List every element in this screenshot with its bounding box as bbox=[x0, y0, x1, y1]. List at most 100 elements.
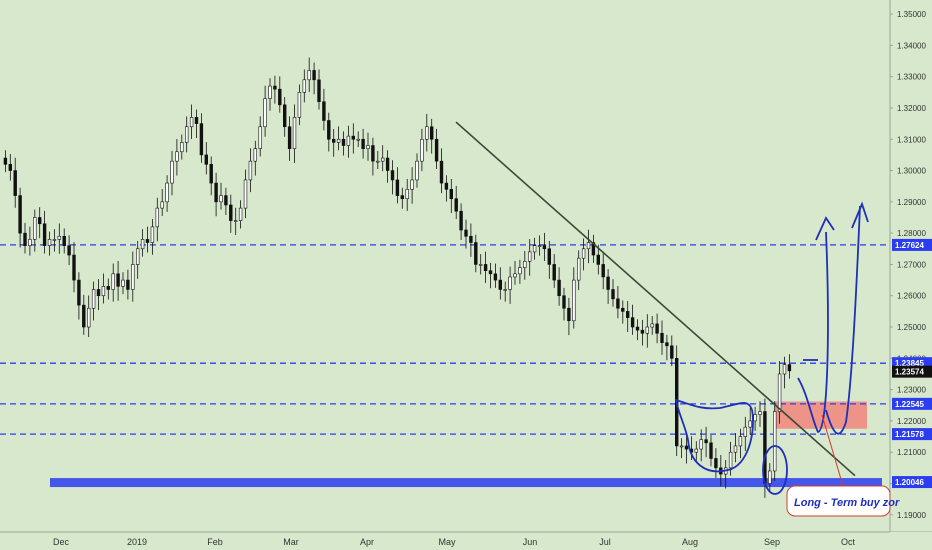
candle-body-131 bbox=[645, 326, 650, 334]
candle-body-72 bbox=[356, 138, 360, 141]
candle-body-80 bbox=[395, 179, 400, 196]
x-ticks-layer: Dec 2019 Feb Mar Apr May Jun Jul Aug Sep Oct bbox=[53, 537, 856, 547]
candle-body-136 bbox=[670, 345, 674, 359]
candle-body-7 bbox=[37, 217, 42, 225]
candle-body-60 bbox=[297, 92, 302, 118]
candle-body-42 bbox=[209, 163, 213, 184]
downtrend-line bbox=[455, 121, 856, 477]
candle-body-37 bbox=[185, 126, 189, 143]
candle-body-157 bbox=[772, 411, 777, 472]
candle-body-116 bbox=[572, 279, 576, 322]
candle-body-55 bbox=[273, 85, 277, 90]
bullish-path-2 bbox=[825, 205, 861, 435]
candle-body-143 bbox=[704, 439, 708, 444]
candle-body-44 bbox=[219, 195, 223, 203]
price-badge-label-1.20046: 1.20046 bbox=[895, 478, 924, 487]
candle-body-110 bbox=[542, 245, 547, 250]
candle-body-134 bbox=[660, 332, 664, 343]
candle-body-142 bbox=[699, 439, 703, 450]
candle-body-35 bbox=[175, 151, 179, 162]
candle-body-123 bbox=[606, 276, 610, 290]
y-tick-label-1.31000: 1.31000 bbox=[897, 135, 926, 144]
candle-body-88 bbox=[434, 138, 439, 162]
candle-body-128 bbox=[630, 317, 635, 328]
x-tick-label-Sep: Sep bbox=[764, 537, 780, 547]
candle-body-39 bbox=[194, 117, 199, 124]
y-tick-label-1.32000: 1.32000 bbox=[897, 104, 926, 113]
candle-body-65 bbox=[322, 101, 326, 121]
candles-layer bbox=[3, 57, 792, 498]
price-badge-1.22545 bbox=[892, 397, 932, 410]
candle-body-56 bbox=[278, 88, 282, 106]
price-badge-label-1.21578: 1.21578 bbox=[895, 430, 924, 439]
candle-body-79 bbox=[390, 170, 395, 181]
candle-body-2 bbox=[13, 170, 17, 196]
candle-body-92 bbox=[454, 198, 458, 212]
candle-body-70 bbox=[346, 135, 351, 146]
candle-body-86 bbox=[425, 126, 429, 140]
candle-body-125 bbox=[616, 298, 620, 309]
price-badge-label-1.23574: 1.23574 bbox=[895, 368, 924, 377]
candle-body-107 bbox=[527, 251, 532, 262]
candle-body-23 bbox=[116, 273, 120, 287]
candle-body-98 bbox=[483, 264, 488, 271]
price-badge-1.20046 bbox=[892, 476, 932, 489]
price-badge-1.21578 bbox=[892, 428, 932, 441]
buy-zone-box bbox=[775, 401, 867, 429]
candle-body-1 bbox=[8, 163, 12, 171]
x-tick-label-Apr: Apr bbox=[360, 537, 374, 547]
candle-body-111 bbox=[547, 248, 552, 265]
candle-body-69 bbox=[341, 138, 346, 146]
candle-body-144 bbox=[709, 442, 713, 459]
candle-body-104 bbox=[513, 273, 517, 278]
candle-body-156 bbox=[768, 470, 772, 484]
candle-body-108 bbox=[532, 245, 537, 253]
candle-body-51 bbox=[253, 148, 257, 162]
candle-body-67 bbox=[331, 138, 336, 143]
candle-body-148 bbox=[728, 451, 733, 469]
candle-body-118 bbox=[581, 248, 586, 259]
y-tick-label-1.23000: 1.23000 bbox=[897, 386, 926, 395]
candle-body-17 bbox=[87, 307, 91, 328]
x-tick-label-Oct: Oct bbox=[841, 537, 856, 547]
y-tick-label-1.33000: 1.33000 bbox=[897, 73, 926, 82]
candle-body-126 bbox=[621, 307, 625, 312]
candle-body-129 bbox=[635, 326, 640, 331]
candle-body-99 bbox=[488, 270, 493, 275]
candle-body-10 bbox=[52, 239, 57, 241]
candle-body-45 bbox=[224, 195, 228, 206]
candle-body-85 bbox=[420, 138, 424, 162]
callout-box bbox=[786, 485, 891, 517]
candle-body-54 bbox=[268, 85, 272, 99]
candle-body-33 bbox=[165, 182, 169, 203]
candle-body-150 bbox=[738, 436, 743, 447]
candle-body-25 bbox=[126, 279, 130, 290]
candle-body-112 bbox=[552, 264, 556, 281]
candle-body-74 bbox=[366, 145, 370, 149]
candle-body-151 bbox=[743, 426, 748, 437]
y-tick-label-1.19000: 1.19000 bbox=[897, 511, 926, 520]
candle-body-89 bbox=[439, 160, 444, 184]
candle-body-4 bbox=[23, 232, 27, 246]
x-tick-label-Aug: Aug bbox=[682, 537, 698, 547]
candle-body-68 bbox=[336, 138, 341, 143]
candle-body-84 bbox=[415, 160, 419, 181]
candle-body-91 bbox=[449, 189, 453, 200]
x-tick-label-Dec: Dec bbox=[53, 537, 70, 547]
candle-body-19 bbox=[96, 289, 101, 297]
candle-body-117 bbox=[576, 257, 581, 281]
candle-body-152 bbox=[748, 420, 752, 428]
cup-handle-circle bbox=[674, 398, 754, 473]
candle-body-12 bbox=[62, 235, 66, 246]
candle-body-27 bbox=[136, 248, 140, 265]
candle-body-9 bbox=[47, 239, 52, 246]
candle-body-127 bbox=[625, 311, 630, 318]
candle-body-93 bbox=[459, 210, 463, 231]
candle-body-34 bbox=[170, 160, 174, 184]
candle-body-122 bbox=[601, 264, 605, 278]
candle-body-59 bbox=[292, 117, 297, 149]
candle-body-11 bbox=[57, 235, 62, 240]
candle-body-78 bbox=[385, 157, 390, 171]
candle-body-160 bbox=[787, 364, 792, 372]
